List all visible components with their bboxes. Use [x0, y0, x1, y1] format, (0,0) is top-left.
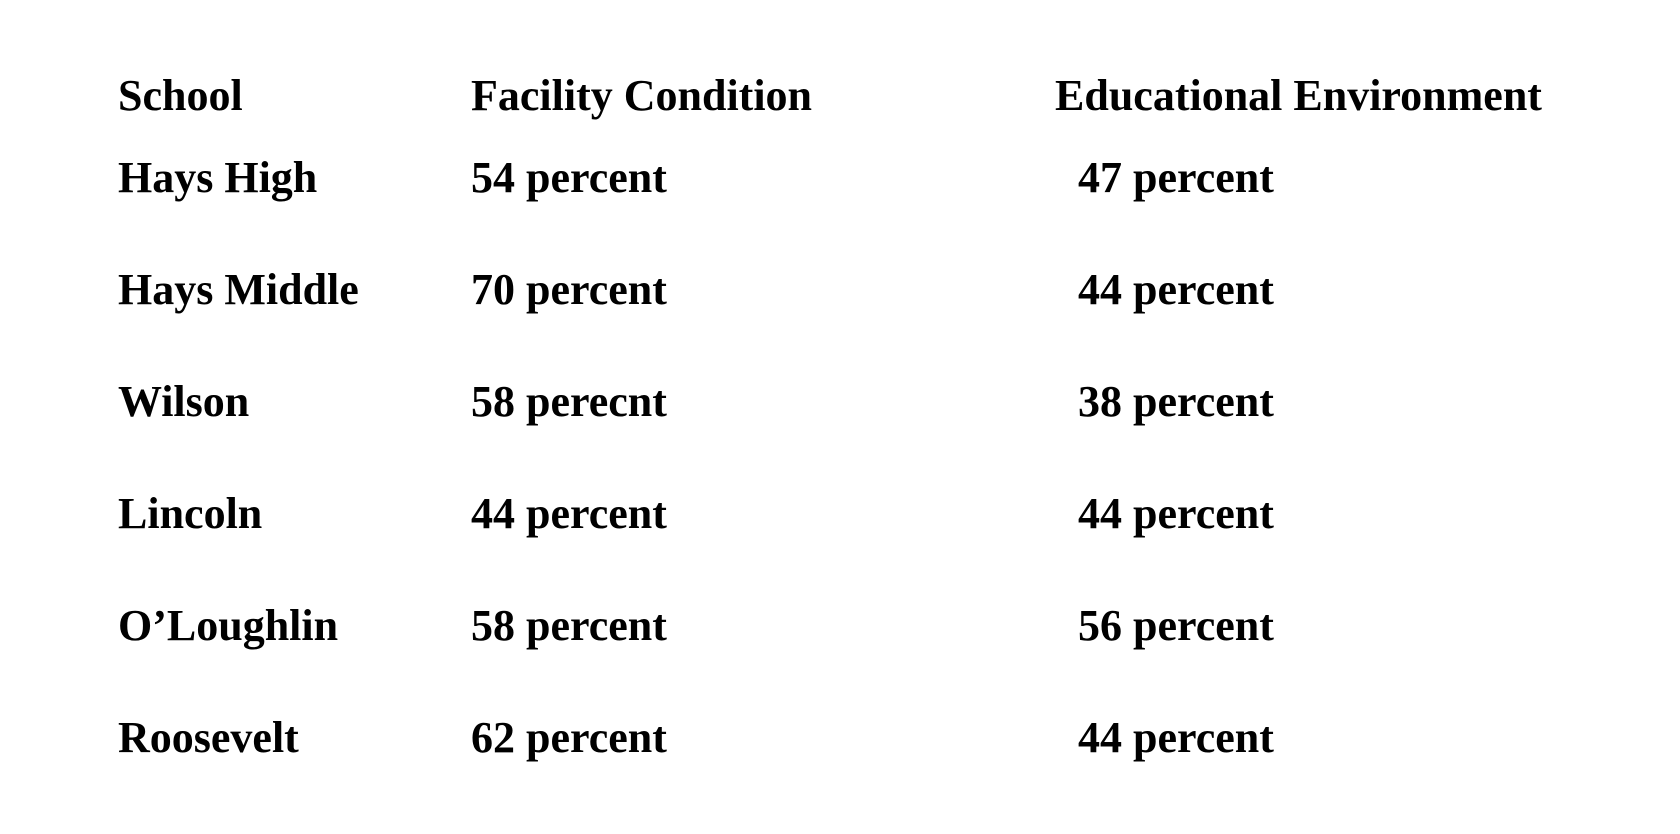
row-education-value: 44 percent [1078, 265, 1274, 314]
row-school-name: Hays Middle [118, 265, 359, 314]
row-school-name: Lincoln [118, 489, 263, 538]
header-school: School [118, 71, 243, 120]
row-facility-value: 54 percent [471, 153, 667, 202]
header-facility-condition: Facility Condition [471, 71, 813, 120]
row-facility-value: 70 percent [471, 265, 667, 314]
row-school-name: Roosevelt [118, 713, 299, 762]
header-educational-environment: Educational Environment [1055, 71, 1542, 120]
row-facility-value: 44 percent [471, 489, 667, 538]
row-facility-value: 58 percent [471, 601, 667, 650]
row-school-name: Hays High [118, 153, 318, 202]
row-school-name: O’Loughlin [118, 601, 339, 650]
row-facility-value: 58 perecnt [471, 377, 667, 426]
row-education-value: 56 percent [1078, 601, 1274, 650]
row-education-value: 44 percent [1078, 713, 1274, 762]
row-education-value: 38 percent [1078, 377, 1274, 426]
row-education-value: 47 percent [1078, 153, 1274, 202]
row-school-name: Wilson [118, 377, 250, 426]
row-education-value: 44 percent [1078, 489, 1274, 538]
row-facility-value: 62 percent [471, 713, 667, 762]
